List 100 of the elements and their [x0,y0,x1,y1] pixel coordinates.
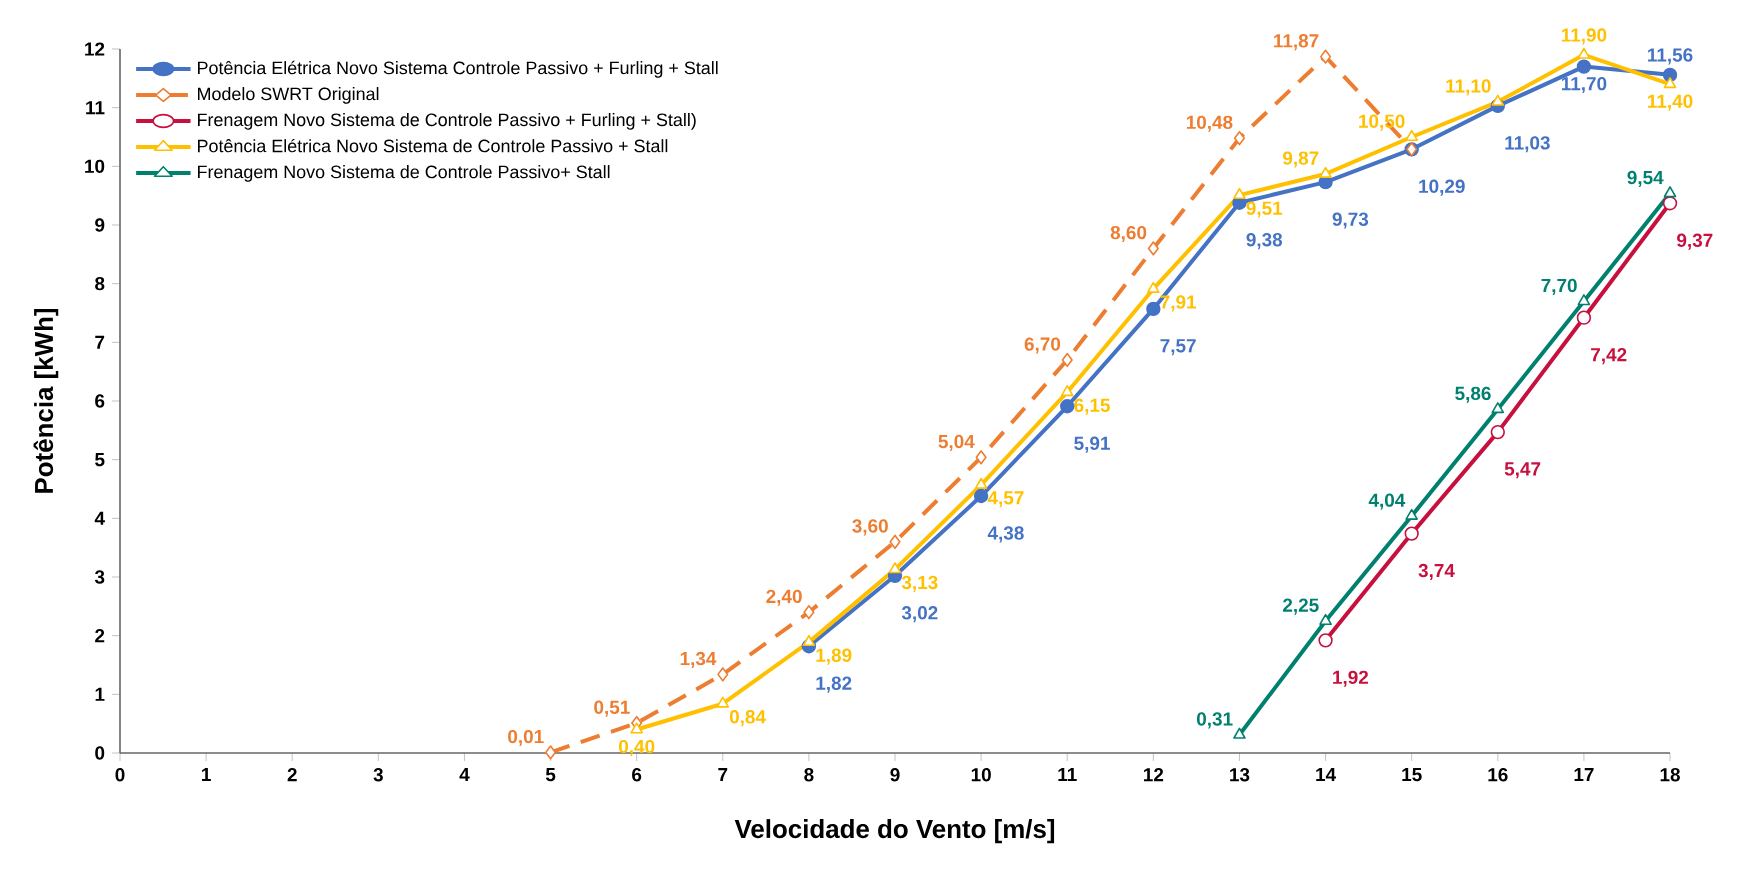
y-tick-label: 7 [95,335,105,349]
point [1662,196,1678,211]
x-tick-label: 1 [202,768,211,782]
data-label: 7,91 [1160,295,1197,312]
point [1060,399,1075,414]
x-tick-label: 7 [718,768,728,782]
data-label: 5,47 [1504,462,1541,479]
data-label: 5,91 [1074,436,1110,453]
point [888,562,902,574]
point [803,605,815,620]
point [1577,294,1591,306]
data-label: 9,87 [1283,151,1319,168]
x-tick-label: 9 [890,768,900,782]
x-tick-label: 4 [459,768,470,782]
data-label: 3,74 [1418,563,1455,581]
x-tick-label: 15 [1402,768,1422,782]
point [1233,727,1246,739]
x-tick-label: 12 [1144,768,1164,782]
data-label: 4,38 [987,526,1024,543]
data-label: 10,50 [1359,114,1405,131]
y-tick-label: 5 [95,453,105,467]
x-tick-label: 13 [1230,768,1250,782]
point [974,477,988,489]
data-label: 3,02 [901,606,938,623]
data-label: 10,48 [1186,115,1233,132]
x-tick-label: 5 [545,768,556,782]
data-label: 4,57 [987,491,1024,508]
x-tick-label: 0 [115,768,125,782]
point [1319,166,1332,178]
y-tick-label: 8 [95,276,105,291]
x-tick-label: 14 [1316,768,1337,782]
data-label: 9,37 [1677,233,1713,250]
point [630,722,643,734]
data-label: 11,87 [1274,34,1319,51]
point [889,534,901,549]
data-label: 9,51 [1246,201,1283,218]
data-label: 1,92 [1333,670,1369,687]
data-label: 2,40 [766,589,802,606]
point [1146,301,1161,317]
data-label: 1,89 [816,648,852,665]
data-label: 11,90 [1561,28,1607,45]
x-tick-label: 8 [804,768,814,782]
x-tick-label: 18 [1660,768,1680,782]
data-label: 6,70 [1024,337,1061,354]
data-label: 7,57 [1160,339,1196,356]
point [1318,633,1333,648]
data-label: 0,01 [508,729,544,747]
x-tick-label: 2 [287,768,297,782]
point [1491,94,1505,106]
point [1576,59,1592,74]
y-tick-label: 0 [95,746,105,760]
data-label: 11,40 [1648,94,1693,111]
data-label: 5,04 [938,434,975,451]
data-label: 10,29 [1419,179,1465,196]
data-label: 0,84 [729,710,766,727]
data-label: 4,04 [1368,493,1406,510]
data-label: 11,70 [1561,76,1607,94]
point [1405,508,1418,520]
point [544,745,557,760]
legend-label: Modelo SWRT Original [198,87,379,104]
data-label: 7,70 [1541,278,1577,295]
x-axis-title: Velocidade do Vento [m/s] [734,819,1055,844]
x-tick-label: 11 [1058,768,1077,782]
y-tick-label: 3 [94,570,105,584]
data-label: 5,86 [1455,386,1491,403]
point [1233,187,1246,200]
data-label: 3,13 [901,575,938,592]
y-axis-title: Potência [kWh] [33,308,59,493]
data-label: 1,34 [680,651,717,669]
y-tick-label: 6 [95,394,105,408]
y-tick-label: 4 [94,511,105,525]
data-label: 0,40 [619,739,655,757]
point [1576,310,1592,325]
point [1404,526,1419,541]
data-label: 9,38 [1246,232,1283,250]
y-tick-label: 2 [95,629,105,643]
data-label: 11,56 [1648,48,1693,65]
x-tick-label: 3 [373,768,383,782]
point [975,450,987,465]
point [1577,47,1591,59]
y-tick-label: 10 [85,159,105,174]
data-label: 2,25 [1283,598,1319,615]
data-label: 0,31 [1196,712,1233,729]
point [1233,130,1246,146]
point [1060,385,1074,397]
data-label: 3,60 [852,519,888,536]
point [1147,241,1159,256]
data-label: 8,60 [1110,225,1147,243]
data-label: 0,51 [594,700,630,717]
data-label: 9,54 [1627,170,1664,187]
y-tick-label: 9 [95,218,105,232]
x-tick-label: 6 [632,768,642,782]
point [716,696,730,708]
point [1319,613,1332,625]
legend-label: Frenagem Novo Sistema de Controle Passivo + Furling + Stall) [198,112,696,130]
y-tick-label: 11 [86,101,105,115]
x-tick-label: 16 [1488,768,1508,782]
point [1405,129,1418,141]
point [1319,49,1332,64]
point [1490,424,1505,440]
